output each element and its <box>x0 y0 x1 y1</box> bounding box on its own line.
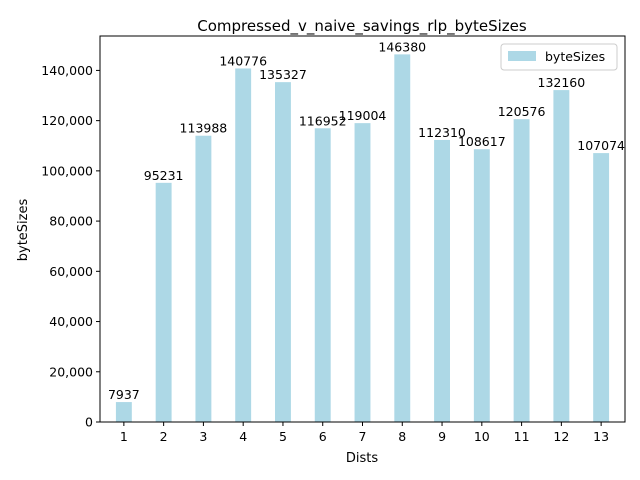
x-tick-label: 12 <box>553 429 569 444</box>
x-tick-label: 11 <box>514 429 530 444</box>
data-label: 140776 <box>219 53 267 68</box>
x-tick-label: 9 <box>438 429 446 444</box>
legend-swatch <box>508 51 536 61</box>
data-label: 95231 <box>144 168 184 183</box>
bar <box>513 119 530 423</box>
bar <box>155 182 172 422</box>
y-tick-label: 20,000 <box>49 364 93 379</box>
x-axis-label: Dists <box>346 451 378 466</box>
data-label: 132160 <box>538 75 586 90</box>
data-label: 107074 <box>577 138 625 153</box>
x-tick-label: 2 <box>160 429 168 444</box>
bar <box>593 153 610 422</box>
bar <box>434 139 450 422</box>
x-tick-label: 3 <box>199 429 207 444</box>
bar <box>354 123 371 422</box>
y-axis-label: byteSizes <box>16 199 31 262</box>
x-tick-label: 10 <box>474 429 490 444</box>
x-tick-label: 1 <box>120 429 128 444</box>
y-tick-label: 120,000 <box>41 113 93 128</box>
y-tick-label: 0 <box>85 415 93 430</box>
y-tick-label: 80,000 <box>49 214 93 229</box>
x-tick-label: 7 <box>359 429 367 444</box>
y-tick-label: 140,000 <box>41 63 93 78</box>
bar <box>235 68 252 422</box>
y-tick-label: 40,000 <box>49 314 93 329</box>
bar <box>553 90 570 423</box>
legend-frame <box>500 43 618 71</box>
data-label: 146380 <box>378 39 426 54</box>
chart-title: Compressed_v_naive_savings_rlp_byteSizes <box>197 17 527 36</box>
legend-label: byteSizes <box>545 49 605 64</box>
data-label: 113988 <box>180 121 228 136</box>
y-tick-label: 100,000 <box>41 163 93 178</box>
data-label: 112310 <box>418 125 466 140</box>
data-label: 119004 <box>339 108 387 123</box>
bar <box>115 402 132 422</box>
bar <box>195 135 212 422</box>
x-tick-label: 8 <box>398 429 406 444</box>
data-label: 135327 <box>259 67 307 82</box>
bar <box>473 149 490 422</box>
legend: byteSizes <box>500 43 618 71</box>
x-tick-label: 4 <box>239 429 247 444</box>
x-tick-label: 5 <box>279 429 287 444</box>
x-tick-label: 6 <box>319 429 327 444</box>
bar <box>394 54 411 423</box>
data-label: 116952 <box>299 113 347 128</box>
data-label: 108617 <box>458 134 506 149</box>
data-label: 7937 <box>108 387 140 402</box>
y-tick-label: 60,000 <box>49 264 93 279</box>
bar <box>314 128 331 423</box>
data-label: 120576 <box>498 104 546 119</box>
plot-area: 7937952311139881407761353271169521190041… <box>41 35 626 444</box>
bar <box>275 82 291 422</box>
x-tick-label: 13 <box>593 429 609 444</box>
